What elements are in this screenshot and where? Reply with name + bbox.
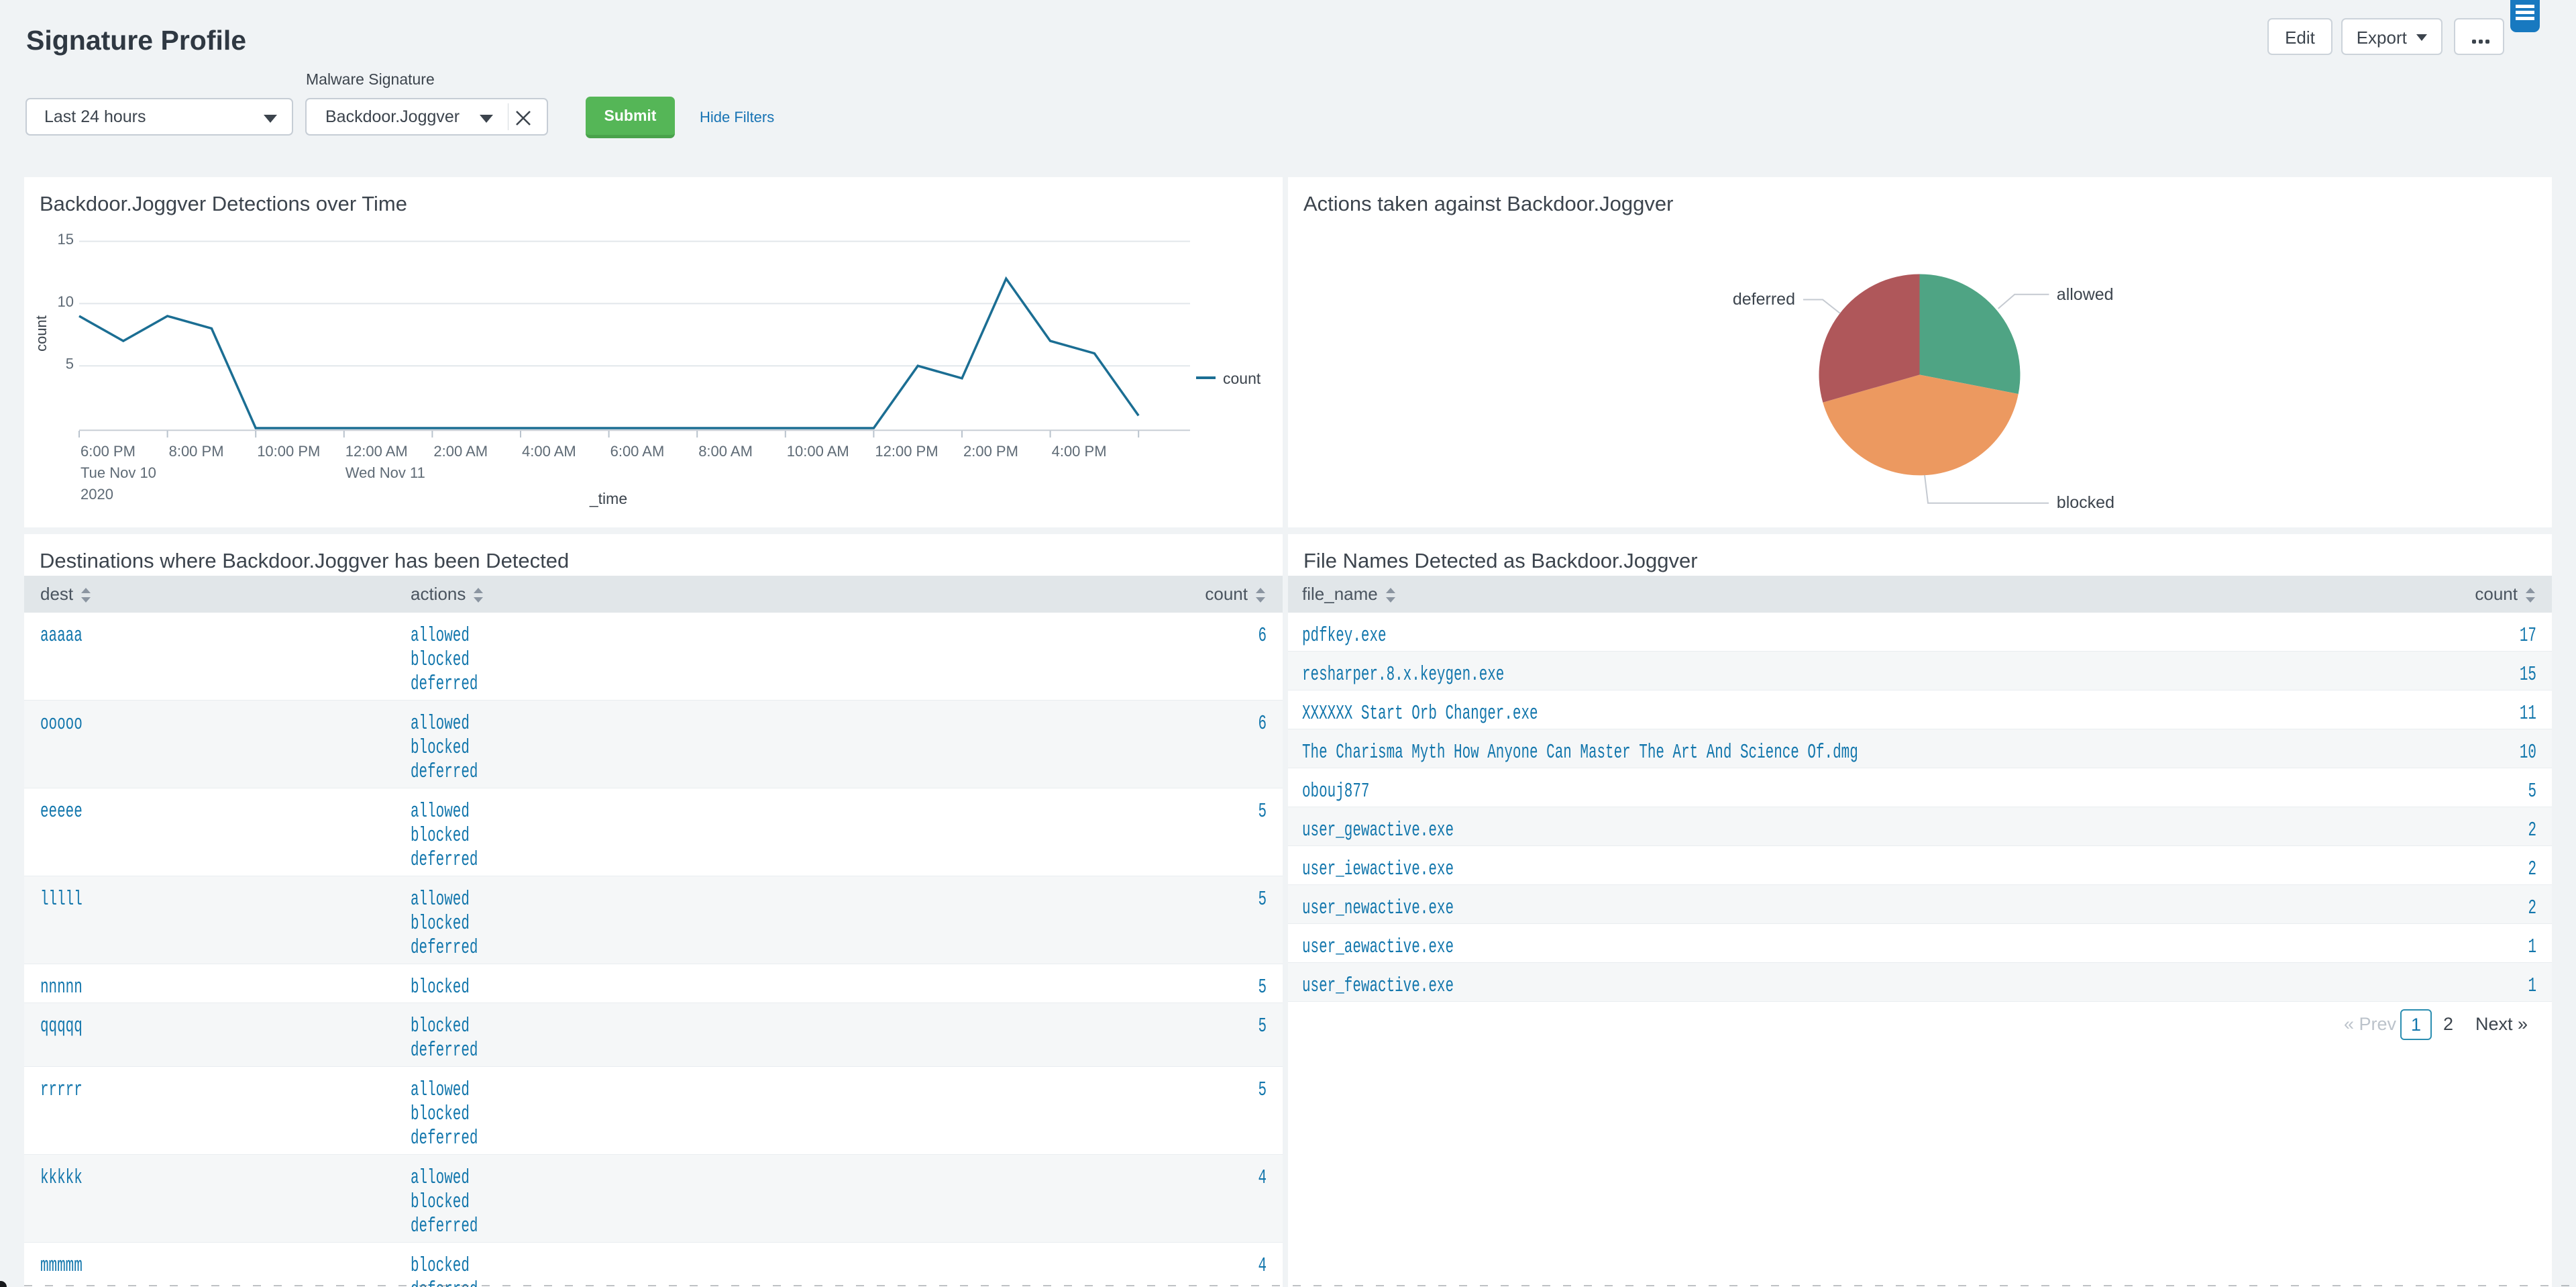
svg-text:Tue Nov 10: Tue Nov 10 [80, 464, 156, 481]
svg-text:4:00 PM: 4:00 PM [1052, 443, 1107, 460]
svg-text:4:00 AM: 4:00 AM [522, 443, 576, 460]
svg-text:8:00 PM: 8:00 PM [169, 443, 224, 460]
svg-text:Wed Nov 11: Wed Nov 11 [345, 464, 425, 481]
svg-text:_time: _time [589, 490, 627, 507]
svg-text:10:00 PM: 10:00 PM [257, 443, 320, 460]
svg-text:12:00 PM: 12:00 PM [875, 443, 938, 460]
svg-text:count: count [1223, 370, 1261, 387]
svg-text:6:00 PM: 6:00 PM [80, 443, 136, 460]
svg-text:blocked: blocked [2057, 493, 2114, 512]
svg-text:6:00 AM: 6:00 AM [610, 443, 665, 460]
svg-text:10:00 AM: 10:00 AM [787, 443, 849, 460]
svg-text:count: count [33, 315, 50, 352]
svg-text:2:00 PM: 2:00 PM [963, 443, 1018, 460]
svg-text:2:00 AM: 2:00 AM [433, 443, 488, 460]
svg-text:deferred: deferred [1733, 290, 1795, 309]
svg-text:12:00 AM: 12:00 AM [345, 443, 408, 460]
svg-text:10: 10 [58, 293, 74, 310]
svg-text:2020: 2020 [80, 486, 113, 503]
svg-text:8:00 AM: 8:00 AM [698, 443, 753, 460]
svg-text:5: 5 [66, 356, 74, 372]
svg-text:15: 15 [58, 231, 74, 248]
svg-text:allowed: allowed [2057, 285, 2114, 304]
